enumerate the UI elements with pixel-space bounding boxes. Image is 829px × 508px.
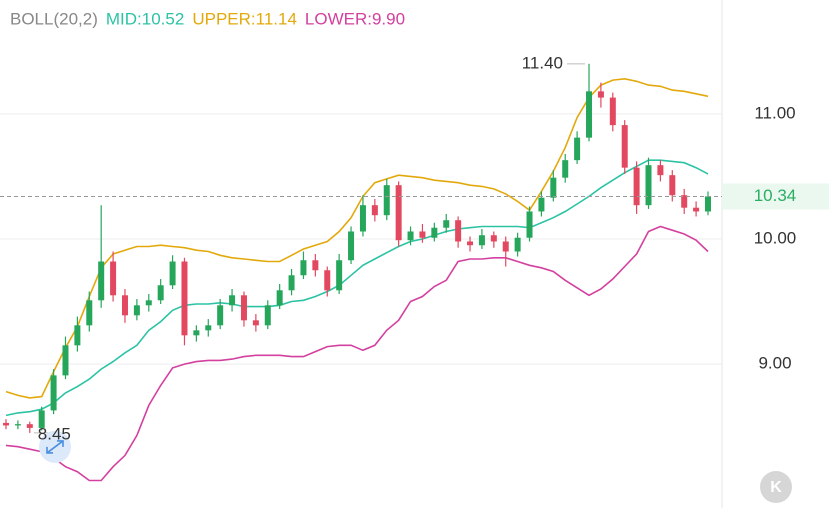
candle-body xyxy=(133,305,140,316)
candle-body xyxy=(526,211,533,238)
candle-body xyxy=(157,285,164,301)
indicator-title: BOLL(20,2) xyxy=(10,9,98,28)
candle-body xyxy=(240,295,247,321)
candle-body xyxy=(169,261,176,286)
candle-body xyxy=(276,290,283,306)
candle-body xyxy=(252,320,259,326)
candle-body xyxy=(395,185,402,241)
band-line xyxy=(5,159,709,417)
min-annotation: 8.45 xyxy=(38,424,71,443)
last-price-tag xyxy=(722,183,829,210)
candle-body xyxy=(205,325,212,331)
candle-body xyxy=(348,231,355,261)
y-tick-label: 11.00 xyxy=(754,103,795,122)
candle-body xyxy=(467,241,474,246)
candle-body xyxy=(586,91,593,138)
candle-body xyxy=(74,325,81,346)
candle-body xyxy=(3,422,9,426)
candle-body xyxy=(121,295,128,316)
candle-body xyxy=(288,275,295,291)
candle-body xyxy=(336,260,343,291)
candle-body xyxy=(538,197,545,212)
candle-body xyxy=(514,237,521,252)
legend-entry: MID:10.52 xyxy=(106,9,184,28)
candle-body xyxy=(26,424,33,428)
candle-body xyxy=(181,261,188,336)
candle-body xyxy=(443,220,450,228)
candle-body xyxy=(419,231,426,238)
candle-body xyxy=(193,330,200,336)
candle-body xyxy=(359,205,366,232)
candle-body xyxy=(681,195,688,208)
candle-body xyxy=(574,137,581,161)
candle-body xyxy=(145,300,152,306)
candle-body xyxy=(455,220,462,242)
candle-body xyxy=(312,260,319,271)
candle-body xyxy=(478,235,485,246)
candle-body xyxy=(98,261,105,301)
candle-body xyxy=(633,167,640,206)
candle-body xyxy=(371,205,378,216)
candle-body xyxy=(62,345,69,376)
candle-body xyxy=(669,175,676,196)
candle-body xyxy=(407,231,414,241)
candle-body xyxy=(597,91,604,98)
candle-body xyxy=(502,241,509,252)
candle-body xyxy=(14,424,21,426)
legend-entry: LOWER:9.90 xyxy=(305,9,405,28)
candle-body xyxy=(110,261,117,296)
kline-button-label: K xyxy=(770,479,782,496)
candle-body xyxy=(217,305,224,326)
candle-body xyxy=(562,160,569,178)
candle-body xyxy=(657,165,664,176)
kline-button-bg xyxy=(760,471,792,503)
candle-body xyxy=(705,196,711,212)
candle-body xyxy=(645,165,652,206)
candle-body xyxy=(383,185,390,216)
candle-body xyxy=(38,410,45,428)
legend-entry: UPPER:11.14 xyxy=(192,9,297,28)
candle-body xyxy=(50,375,57,411)
y-tick-label: 10.00 xyxy=(754,228,797,247)
candle-body xyxy=(621,125,628,168)
kline-button[interactable]: K xyxy=(760,471,792,503)
candle-body xyxy=(86,300,93,326)
y-tick-label: 9.00 xyxy=(758,354,791,373)
band-line xyxy=(5,77,709,399)
candle-body xyxy=(550,177,557,198)
candle-body xyxy=(609,97,616,126)
candle-body xyxy=(264,305,271,326)
candle-body xyxy=(693,207,700,212)
candle-body xyxy=(324,270,331,291)
band-line xyxy=(5,225,709,482)
candle-body xyxy=(300,260,307,276)
candle-body xyxy=(490,235,497,242)
candle-body xyxy=(431,227,438,238)
last-price-label: 10.34 xyxy=(754,186,797,205)
candle-body xyxy=(229,295,236,306)
max-annotation: 11.40 xyxy=(522,53,563,72)
cursor-arrows xyxy=(46,440,64,454)
